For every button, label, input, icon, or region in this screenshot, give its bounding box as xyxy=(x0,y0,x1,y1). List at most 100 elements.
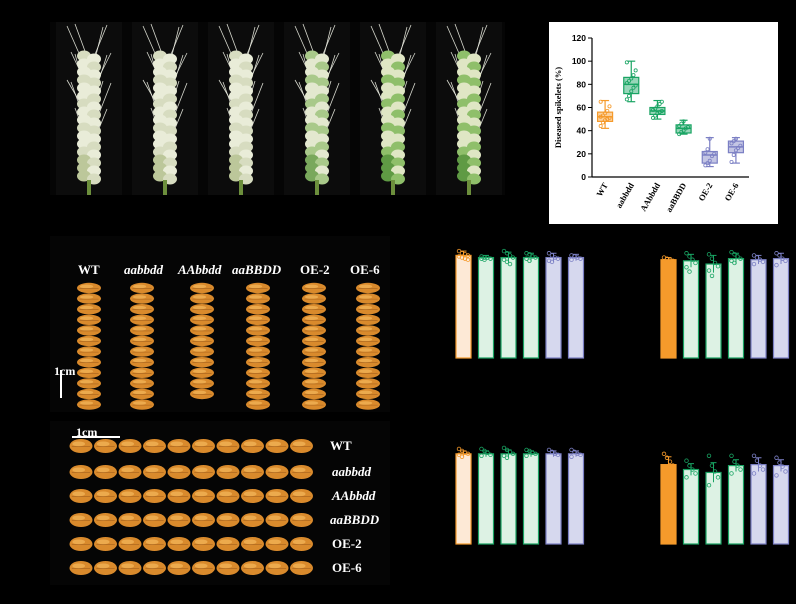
data-point xyxy=(709,256,715,261)
spikelet xyxy=(315,69,329,81)
data-point xyxy=(501,257,507,262)
data-point xyxy=(527,258,532,263)
spikelet xyxy=(87,125,101,137)
data-point xyxy=(751,253,757,258)
data-point xyxy=(479,446,484,452)
data-point xyxy=(624,81,629,86)
data-point xyxy=(488,256,493,261)
grain-highlight xyxy=(170,491,184,497)
grain xyxy=(265,537,289,551)
data-point xyxy=(627,93,632,98)
grain-highlight xyxy=(249,358,263,363)
grain xyxy=(241,513,264,527)
grain-highlight xyxy=(243,515,257,521)
spikelet xyxy=(391,125,405,137)
data-point xyxy=(569,257,574,262)
spikelet xyxy=(467,157,481,169)
grain xyxy=(130,293,154,304)
data-point xyxy=(735,463,740,468)
data-point xyxy=(501,248,507,254)
grain-highlight xyxy=(133,369,147,374)
grain xyxy=(246,378,270,389)
grain xyxy=(143,537,166,551)
grain xyxy=(216,561,240,575)
grain-highlight xyxy=(80,295,94,299)
spikelet xyxy=(391,61,405,73)
grain-highlight xyxy=(145,539,159,545)
grain xyxy=(77,314,101,325)
y-axis-label: Diseased spikelets (%) xyxy=(553,67,563,148)
grain xyxy=(130,304,154,315)
data-point xyxy=(738,467,743,472)
grain-highlight xyxy=(121,491,135,497)
grain xyxy=(190,378,214,389)
grain xyxy=(130,325,154,336)
data-point xyxy=(507,253,513,258)
data-point xyxy=(488,452,493,458)
spikelet xyxy=(467,133,481,145)
grain xyxy=(290,513,313,527)
grain xyxy=(130,314,154,325)
spikelet xyxy=(467,101,481,113)
data-point xyxy=(735,254,740,259)
spikelet xyxy=(315,117,329,129)
data-point xyxy=(733,148,738,153)
grain-highlight xyxy=(305,380,319,384)
grain-highlight xyxy=(72,539,86,545)
grain-column-label: aaBBDD xyxy=(232,262,282,277)
grain-highlight xyxy=(268,441,282,447)
grain-highlight xyxy=(305,348,319,352)
data-point xyxy=(679,121,684,126)
spikelet xyxy=(163,101,177,113)
data-point xyxy=(607,104,612,109)
grain-highlight xyxy=(96,441,110,447)
data-point xyxy=(667,475,673,480)
grain-highlight xyxy=(249,348,263,352)
data-point xyxy=(655,104,660,109)
data-point xyxy=(687,269,692,274)
y-tick-label: 120 xyxy=(572,33,586,43)
grain xyxy=(290,439,313,453)
spikelet xyxy=(391,53,405,65)
grain xyxy=(190,388,214,400)
grain-highlight xyxy=(292,539,306,545)
grain-highlight xyxy=(305,401,319,405)
data-point xyxy=(705,147,710,152)
data-point xyxy=(712,260,718,266)
grain-highlight xyxy=(145,515,159,521)
grain-highlight xyxy=(96,539,110,545)
data-point xyxy=(527,448,532,454)
grain xyxy=(246,346,270,357)
grain-highlight xyxy=(194,563,208,569)
spikelet xyxy=(87,77,101,89)
grain xyxy=(302,335,326,347)
grain-highlight xyxy=(193,369,207,374)
grain-highlight xyxy=(249,316,263,321)
grain xyxy=(94,439,117,453)
grain xyxy=(190,304,214,315)
grain-highlight xyxy=(219,539,233,545)
grain-highlight xyxy=(243,563,257,569)
grain-highlight xyxy=(170,539,184,545)
y-tick-label: 0 xyxy=(581,172,586,182)
grain xyxy=(130,335,154,347)
data-point xyxy=(757,257,763,262)
data-point xyxy=(690,467,695,472)
grain-highlight xyxy=(170,563,184,569)
data-point xyxy=(731,152,736,157)
stem xyxy=(467,180,471,195)
grain-highlight xyxy=(359,348,373,352)
grain xyxy=(69,465,93,479)
bar xyxy=(705,263,722,359)
spikelet xyxy=(391,141,405,153)
grain xyxy=(118,439,142,453)
spikelet xyxy=(163,165,177,177)
spikelet xyxy=(87,165,101,177)
spikelet xyxy=(87,149,101,161)
data-point xyxy=(732,260,737,266)
grain-highlight xyxy=(121,563,135,569)
grain-highlight xyxy=(243,491,257,497)
grain xyxy=(356,378,380,389)
data-point xyxy=(712,469,718,474)
grain xyxy=(167,537,191,551)
